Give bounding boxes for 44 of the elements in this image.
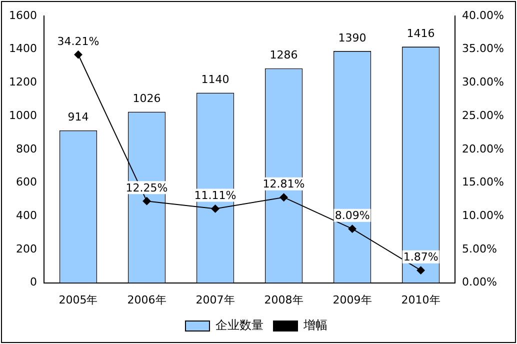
legend-label: 增幅: [302, 318, 328, 332]
x-tick-label: 2008年: [264, 293, 304, 306]
point: [211, 204, 220, 213]
data-label: 914: [68, 110, 89, 124]
point: [142, 197, 151, 206]
y2-tick-label: 30.00%: [462, 76, 504, 89]
y-tick-label: 600: [16, 176, 37, 189]
x-tick-label: 2010年: [401, 293, 440, 306]
y-tick-label: 200: [16, 242, 37, 256]
y-tick-label: 1600: [8, 8, 37, 22]
data-label: 1390: [338, 31, 366, 44]
data-label: 34.21%: [57, 34, 100, 48]
data-label: 1140: [201, 73, 230, 86]
y-tick-label: 800: [16, 142, 37, 156]
y-tick-label: 0: [30, 276, 37, 289]
y2-tick-label: 15.00%: [462, 176, 504, 189]
y-tick-label: 400: [16, 208, 37, 222]
x-tick-label: 2007年: [196, 293, 235, 306]
data-label: 12.81%: [262, 178, 305, 191]
point: [280, 193, 288, 202]
y2-tick-label: 20.00%: [462, 142, 504, 156]
data-label: 1026: [132, 92, 161, 106]
y2-tick-label: 25.00%: [462, 108, 504, 122]
data-label: 1286: [270, 48, 298, 62]
x-tick-label: 2005年: [58, 293, 98, 306]
y2-tick-label: 40.00%: [462, 8, 504, 22]
legend-label: 企业数量: [216, 318, 264, 332]
y2-tick-label: 5.00%: [462, 242, 498, 256]
point: [74, 50, 82, 59]
x-tick-label: 2006年: [127, 293, 166, 306]
y2-tick-label: 0.00%: [462, 276, 498, 289]
point: [416, 266, 425, 274]
y-tick-label: 1400: [8, 42, 37, 56]
data-label: 11.11%: [194, 189, 236, 202]
y2-tick-label: 35.00%: [462, 42, 504, 56]
y-tick-label: 1000: [8, 108, 37, 122]
data-label: 1416: [406, 27, 435, 40]
data-label: 8.09%: [334, 209, 370, 222]
y-tick-label: 1200: [8, 76, 37, 89]
point: [348, 224, 356, 233]
data-label: 12.25%: [126, 181, 168, 194]
y2-tick-label: 10.00%: [462, 208, 504, 222]
x-tick-label: 2009年: [332, 293, 372, 306]
data-label: 1.87%: [403, 250, 438, 264]
